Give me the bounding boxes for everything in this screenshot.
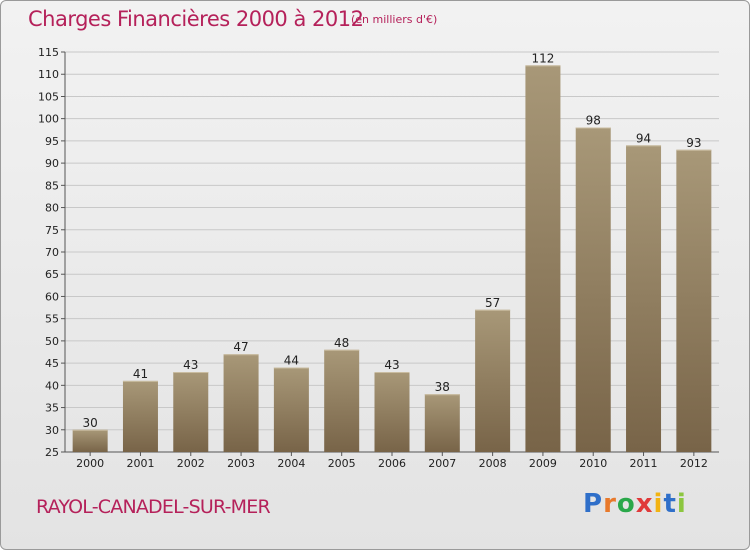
data-label: 47	[233, 340, 248, 354]
logo-letter: o	[616, 489, 636, 519]
data-labels: 30 41 43 47 44 48 43 38 57 112 98 94 93	[83, 51, 702, 429]
x-tick-label: 2000	[76, 457, 104, 470]
y-tick-label: 110	[38, 68, 59, 81]
data-label: 30	[83, 416, 98, 430]
y-tick-label: 90	[45, 157, 59, 170]
data-label: 41	[133, 367, 148, 381]
bar-2003	[223, 354, 259, 452]
bar-2006	[374, 372, 410, 452]
x-tick-label: 2004	[277, 457, 305, 470]
y-tick-label: 35	[45, 402, 59, 415]
bar-2008	[475, 309, 511, 452]
y-tick-label: 95	[45, 135, 59, 148]
data-label: 93	[686, 136, 701, 150]
y-tick-label: 80	[45, 202, 59, 215]
data-label: 94	[636, 131, 651, 145]
x-tick-label: 2001	[126, 457, 154, 470]
data-label: 38	[435, 380, 450, 394]
bar-2004	[273, 367, 309, 452]
data-label: 112	[531, 51, 554, 65]
y-tick-label: 25	[45, 446, 59, 459]
x-tick-label: 2009	[529, 457, 557, 470]
data-label: 98	[586, 114, 601, 128]
y-tick-label: 65	[45, 268, 59, 281]
bar-2011	[626, 145, 662, 453]
bar-2000	[72, 429, 108, 452]
bar-2005	[324, 349, 360, 452]
y-tick-label: 115	[38, 46, 59, 59]
x-tick-label: 2005	[328, 457, 356, 470]
y-tick-label: 70	[45, 246, 59, 259]
y-tick-label: 50	[45, 335, 59, 348]
y-tick-label: 75	[45, 224, 59, 237]
logo-letter: i	[676, 489, 687, 519]
x-tick-label: 2012	[680, 457, 708, 470]
x-tick-label: 2007	[428, 457, 456, 470]
y-tick-label: 40	[45, 379, 59, 392]
bar-2010	[575, 127, 611, 453]
chart-title: Charges Financières 2000 à 2012	[28, 7, 364, 31]
logo-letter: i	[653, 489, 664, 519]
town-name: RAYOL-CANADEL-SUR-MER	[36, 496, 271, 518]
x-tick-label: 2011	[630, 457, 658, 470]
y-tick-label: 55	[45, 313, 59, 326]
x-tick-label: 2010	[579, 457, 607, 470]
axes: 25 30 35 40 45 50 55 60 65 70 75 80 85 90 95 100 105 110 1…	[38, 46, 719, 470]
logo-letter: P	[583, 489, 604, 519]
chart-subtitle: (en milliers d'€)	[351, 13, 438, 26]
y-tick-label: 30	[45, 424, 59, 437]
proxiti-logo[interactable]: Proxiti	[583, 489, 687, 519]
data-label: 57	[485, 296, 500, 310]
data-label: 43	[183, 358, 198, 372]
bar-2007	[424, 394, 460, 452]
x-tick-label: 2002	[177, 457, 205, 470]
bar-2001	[122, 380, 158, 452]
data-label: 44	[284, 354, 299, 368]
x-tick-label: 2003	[227, 457, 255, 470]
bars	[72, 65, 712, 453]
y-tick-label: 85	[45, 179, 59, 192]
bar-2002	[173, 372, 209, 452]
bar-2009	[525, 65, 561, 452]
x-tick-label: 2008	[479, 457, 507, 470]
logo-letter: x	[635, 489, 654, 519]
data-label: 43	[384, 358, 399, 372]
y-tick-label: 60	[45, 290, 59, 303]
y-tick-label: 105	[38, 90, 59, 103]
y-tick-label: 45	[45, 357, 59, 370]
bar-2012	[676, 149, 712, 452]
data-label: 48	[334, 336, 349, 350]
logo-letter: t	[663, 489, 677, 519]
y-tick-label: 100	[38, 113, 59, 126]
logo-letter: r	[603, 489, 617, 519]
x-tick-label: 2006	[378, 457, 406, 470]
